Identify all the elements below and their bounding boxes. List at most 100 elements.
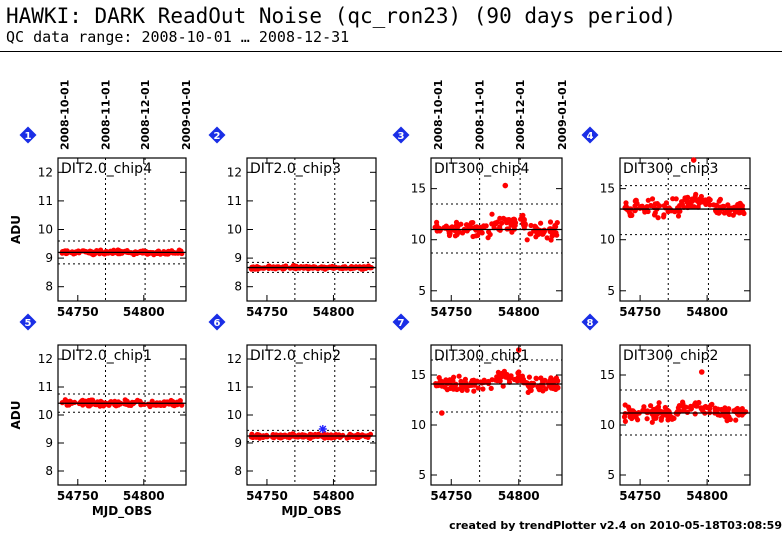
x-tick-label: 54800: [498, 489, 540, 503]
data-point: [473, 233, 479, 239]
data-point: [115, 247, 121, 253]
y-tick-label: 15: [411, 182, 426, 196]
x-tick-label: 54800: [123, 305, 165, 319]
data-point: [485, 235, 491, 241]
data-point: [627, 212, 633, 219]
date-tick-label: 2009-01-01: [180, 80, 193, 150]
data-point: [654, 201, 660, 207]
credit-text: created by trendPlotter v2.4 on 2010-05-…: [449, 519, 782, 532]
data-point: [134, 397, 141, 403]
data-point: [463, 222, 470, 228]
chart-panel-5: 8 9 10 11 12 54750 54800 DIT2.0_chip1 ADU MJD_OBS…: [9, 313, 187, 519]
data-point: [456, 373, 462, 379]
panel-number: 5: [25, 318, 32, 329]
data-point: [665, 208, 671, 215]
data-point: [522, 221, 528, 227]
chart-panel-2: 8 9 10 11 12 54750 54800 DIT2.0_chip3 2: [208, 126, 377, 319]
date-tick-label: 2008-11-01: [474, 80, 487, 150]
data-point: [675, 213, 682, 219]
data-point: [528, 222, 534, 229]
y-tick-label: 5: [418, 284, 426, 298]
data-point: [500, 383, 506, 389]
data-point: [715, 406, 721, 412]
data-point: [479, 230, 485, 236]
data-point: [648, 403, 654, 409]
data-point: [699, 199, 706, 205]
data-point: [642, 209, 648, 215]
data-point: [518, 216, 524, 222]
data-point: [685, 194, 691, 200]
panel-number: 1: [25, 131, 32, 142]
plot-frame: [57, 157, 187, 302]
data-point: [524, 237, 530, 243]
data-point: [656, 407, 662, 414]
chart-panel-8: 5 10 15 54750 54800 DIT300_chip2 8: [581, 313, 751, 503]
data-point: [739, 203, 746, 209]
x-tick-label: 54750: [57, 489, 99, 503]
data-point: [736, 210, 742, 216]
data-point: [536, 387, 542, 393]
data-point: [494, 219, 500, 225]
data-point: [464, 387, 470, 393]
y-tick-label: 10: [227, 223, 242, 237]
y-tick-label: 8: [234, 464, 242, 478]
y-tick-label: 12: [227, 352, 242, 366]
panel-label: DIT300_chip1: [434, 348, 529, 364]
panel-number-badge: [208, 126, 226, 144]
date-tick-label: 2008-10-01: [432, 80, 445, 150]
panel-number: 6: [214, 318, 221, 329]
data-point: [495, 369, 501, 375]
y-tick-label: 15: [600, 182, 615, 196]
data-point: [707, 406, 713, 412]
data-point: [454, 232, 460, 238]
x-tick-label: 54750: [246, 305, 288, 319]
data-point: [651, 415, 657, 422]
outlier-point: [439, 410, 445, 416]
data-point: [554, 220, 560, 226]
plot-frame: [619, 344, 751, 486]
data-point: [645, 197, 651, 203]
panel-number-badge: [581, 313, 599, 331]
data-point: [471, 388, 477, 394]
x-tick-label: 54800: [313, 305, 355, 319]
data-point: [669, 414, 675, 421]
data-point: [257, 265, 263, 271]
x-tick-label: 54750: [246, 489, 288, 503]
y-tick-label: 11: [38, 380, 53, 394]
plot-frame: [430, 344, 563, 486]
data-point: [547, 226, 553, 232]
x-tick-label: 54750: [430, 489, 472, 503]
data-point: [693, 197, 699, 203]
panel-number-badge: [392, 126, 410, 144]
data-point: [526, 382, 532, 388]
chart-panel-1: 8 9 10 11 12 54750 54800 DIT2.0_chip4 ADU 2008-10…: [9, 80, 193, 319]
data-point: [300, 434, 306, 440]
data-point: [637, 205, 643, 211]
data-point: [622, 418, 629, 424]
data-point: [542, 377, 548, 383]
panel-number-badge: [392, 313, 410, 331]
chart-panel-7: 5 10 15 54750 54800 DIT300_chip1 7: [392, 313, 563, 503]
data-point: [548, 385, 555, 391]
data-point: [528, 231, 534, 237]
y-tick-label: 10: [411, 233, 426, 247]
data-point: [336, 432, 342, 438]
x-tick-label: 54800: [686, 489, 728, 503]
chart-panel-4: 5 10 15 54750 54800 DIT300_chip3 4: [581, 126, 751, 319]
data-point: [709, 401, 715, 407]
data-point: [497, 215, 503, 221]
x-axis-label: MJD_OBS: [92, 504, 152, 519]
data-point: [534, 229, 540, 235]
data-point: [90, 397, 96, 403]
data-point: [459, 386, 465, 392]
data-point: [525, 389, 531, 395]
y-tick-label: 11: [38, 194, 53, 208]
data-point: [555, 384, 561, 390]
x-tick-label: 54750: [430, 305, 472, 319]
data-point: [507, 375, 513, 381]
data-point: [499, 220, 505, 226]
y-tick-label: 15: [411, 368, 426, 382]
panel-number-badge: [581, 126, 599, 144]
data-point: [447, 230, 453, 236]
